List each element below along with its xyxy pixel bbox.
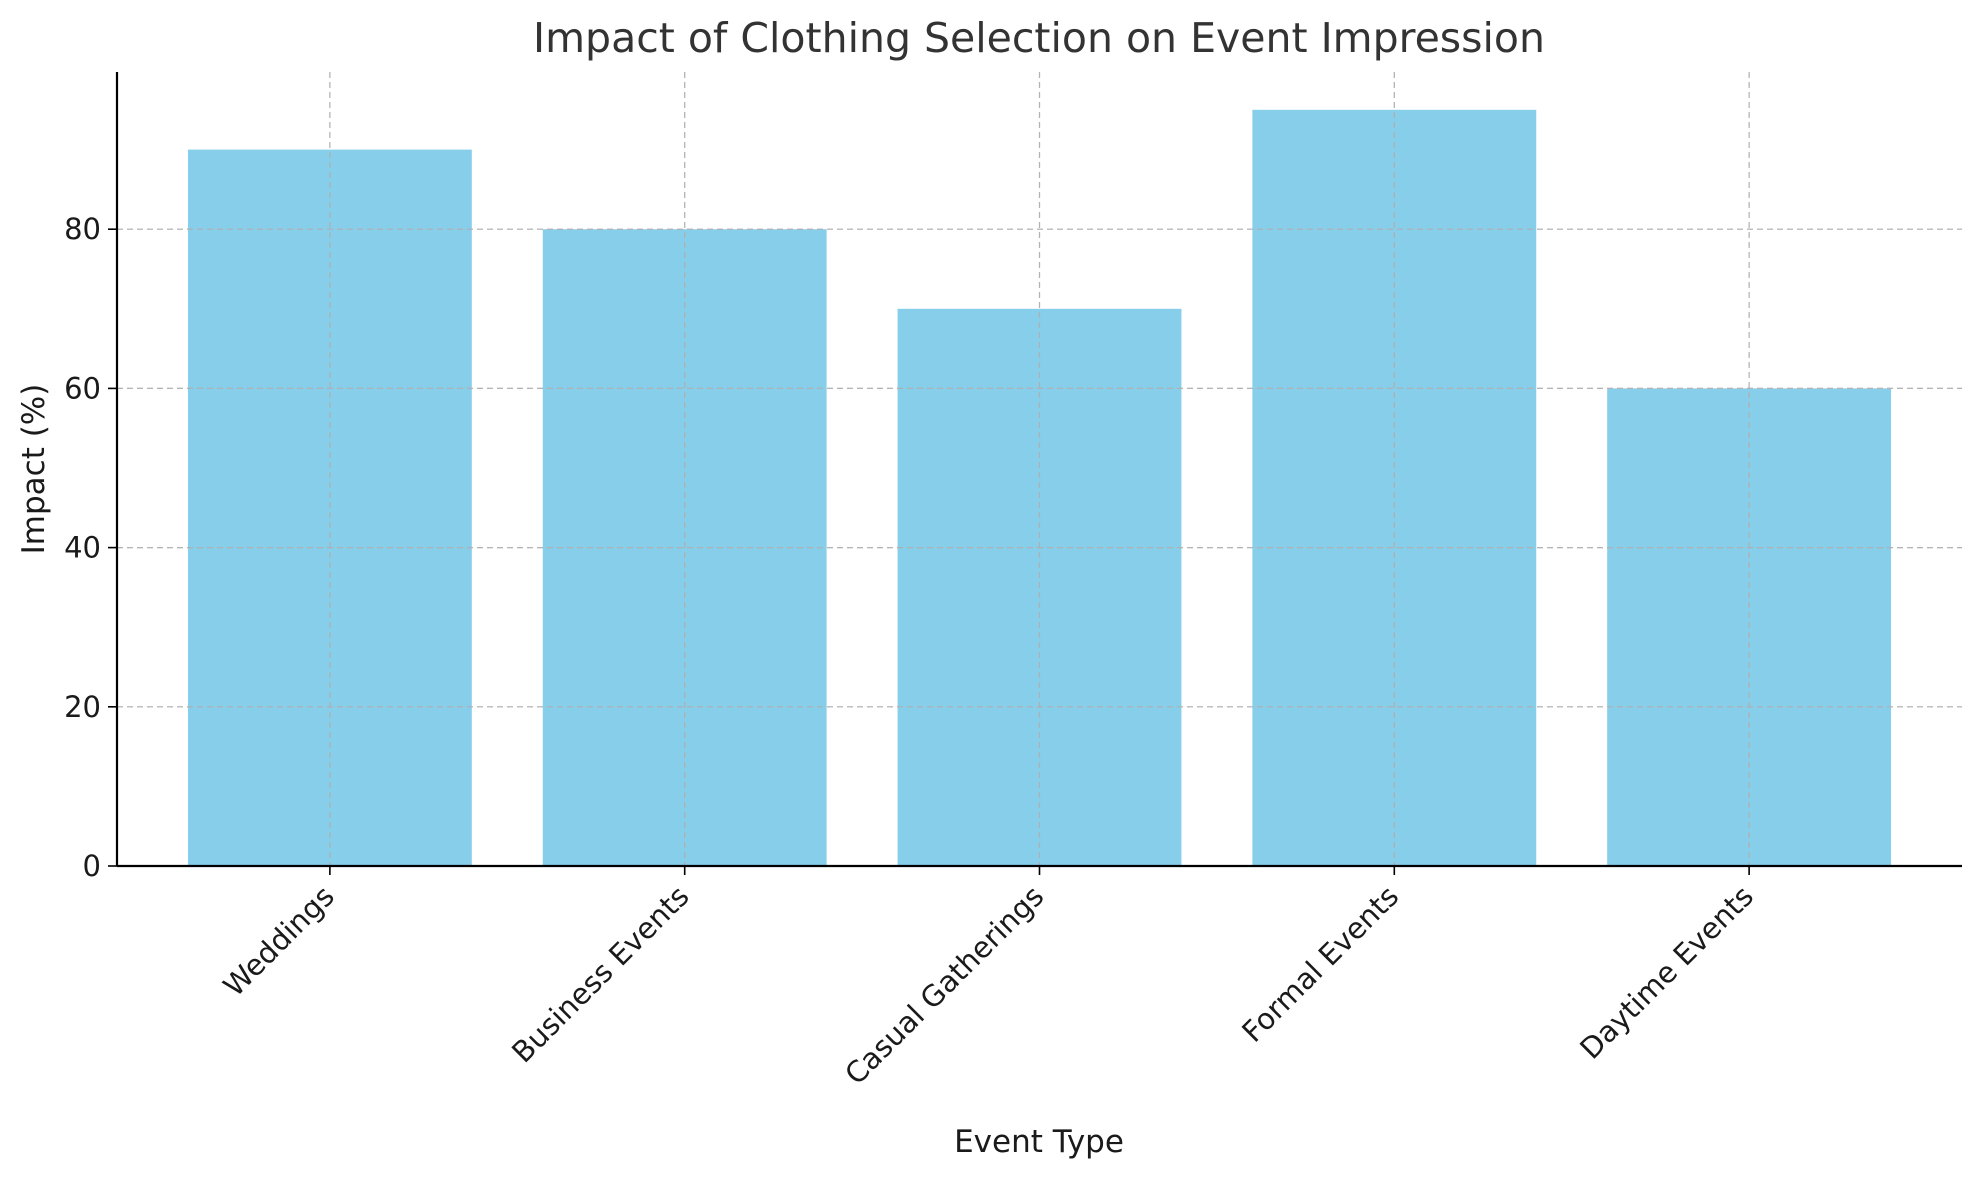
x-tick-label: Business Events xyxy=(505,879,695,1069)
x-tick-label: Daytime Events xyxy=(1573,879,1760,1066)
x-tick-label: Casual Gatherings xyxy=(838,879,1050,1091)
x-tick-label: Weddings xyxy=(217,879,341,1003)
y-tick-label: 40 xyxy=(64,531,101,565)
y-tick-label: 80 xyxy=(64,212,101,246)
grid xyxy=(117,72,1962,866)
x-axis-label: Event Type xyxy=(954,1124,1124,1160)
y-tick-label: 20 xyxy=(64,690,101,724)
y-axis-ticks: 0 20 40 60 80 xyxy=(64,212,117,883)
y-axis-label: Impact (%) xyxy=(16,384,52,555)
x-axis-ticks: Weddings Business Events Casual Gatherings… xyxy=(217,866,1760,1091)
chart-title: Impact of Clothing Selection on Event Im… xyxy=(533,14,1545,62)
y-tick-label: 60 xyxy=(64,371,101,405)
x-tick-label: Formal Events xyxy=(1235,879,1405,1049)
y-tick-label: 0 xyxy=(83,849,101,883)
